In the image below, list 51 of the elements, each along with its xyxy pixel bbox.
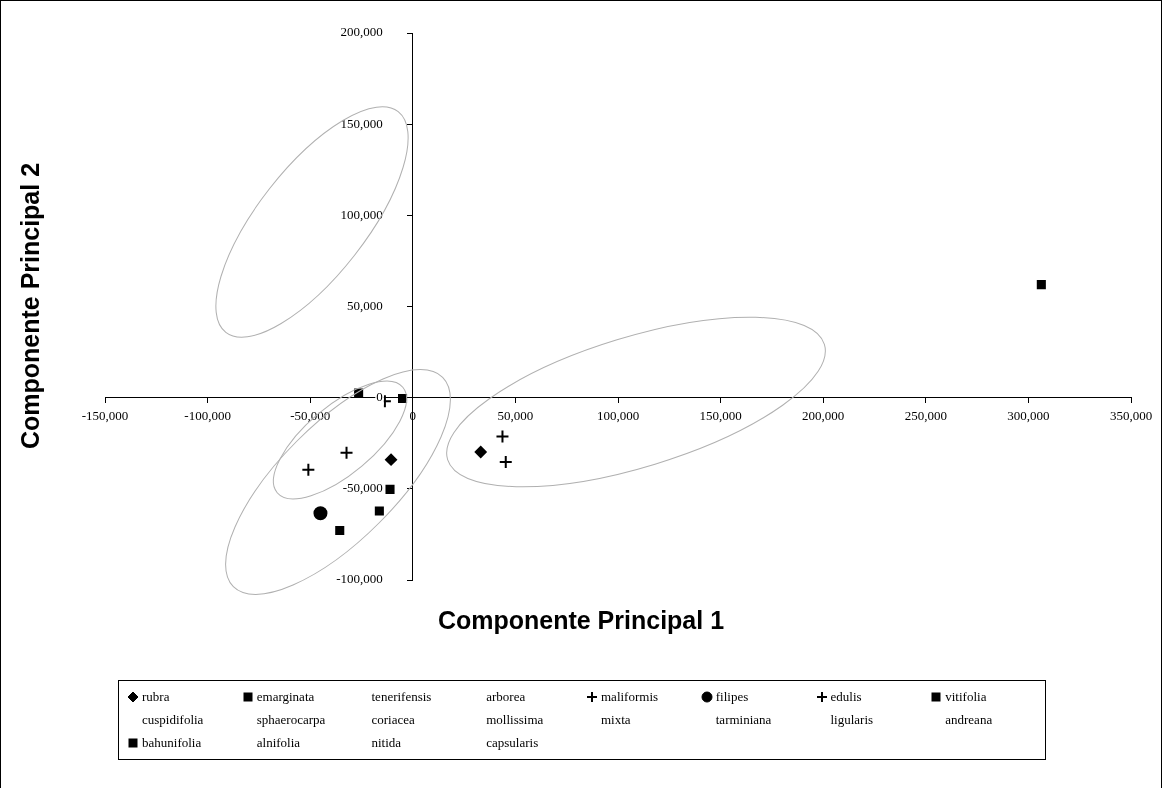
- legend-label: maliformis: [601, 688, 659, 705]
- text: mollissima: [486, 711, 544, 728]
- x-axis-title: Componente Principal 1: [436, 606, 726, 635]
- point: [398, 394, 408, 404]
- y-tick-label: 200,000: [340, 24, 383, 40]
- x-tick-label: 200,000: [802, 407, 845, 423]
- text: arborea: [486, 688, 526, 705]
- x-tick-label: -100,000: [184, 407, 231, 423]
- text: coriacea: [371, 711, 415, 728]
- y-axis-title: Componente Principal 2: [15, 162, 45, 450]
- point: [374, 506, 384, 516]
- x-tick-label: 250,000: [904, 407, 947, 423]
- text: alnifolia: [256, 734, 301, 751]
- x-tick-label: 150,000: [699, 407, 742, 423]
- legend-label: rubra: [142, 688, 170, 705]
- point: [1036, 280, 1046, 290]
- x-tick-label: -150,000: [81, 407, 129, 423]
- text: andreana: [945, 711, 993, 728]
- y-tick-label: -50,000: [342, 480, 383, 496]
- text: sphaerocarpa: [256, 711, 326, 728]
- x-tick-label: 350,000: [1109, 407, 1153, 423]
- y-tick-label: 50,000: [347, 297, 383, 313]
- point: [313, 506, 328, 521]
- legend-label: bahunifolia: [142, 734, 202, 751]
- text: nitida: [371, 734, 402, 751]
- point: [385, 453, 398, 466]
- point: [335, 526, 345, 536]
- text: cuspidifolia: [142, 711, 204, 728]
- text: tenerifensis: [371, 688, 432, 705]
- legend-label: filipes: [715, 688, 749, 705]
- x-tick-label: 100,000: [596, 407, 640, 423]
- text: capsularis: [486, 734, 539, 751]
- legend-label: edulis: [830, 688, 862, 705]
- point: [385, 484, 395, 494]
- x-tick-label: 300,000: [1007, 407, 1050, 423]
- legend-label: vitifolia: [945, 688, 987, 705]
- x-tick-label: 50,000: [497, 407, 534, 423]
- text: ligularis: [830, 711, 874, 728]
- text: mixta: [601, 711, 631, 728]
- point: [495, 429, 510, 444]
- text: tarminiana: [715, 711, 772, 728]
- y-tick-label: 100,000: [340, 206, 383, 222]
- legend-label: emarginata: [256, 688, 315, 705]
- point: [339, 445, 354, 460]
- point: [498, 455, 513, 470]
- point: [301, 462, 316, 477]
- y-tick-label: 0: [376, 389, 383, 405]
- y-tick-label: -100,000: [336, 571, 383, 587]
- x-tick-label: -50,000: [290, 407, 331, 423]
- point: [474, 446, 487, 458]
- y-tick-label: 150,000: [340, 115, 383, 131]
